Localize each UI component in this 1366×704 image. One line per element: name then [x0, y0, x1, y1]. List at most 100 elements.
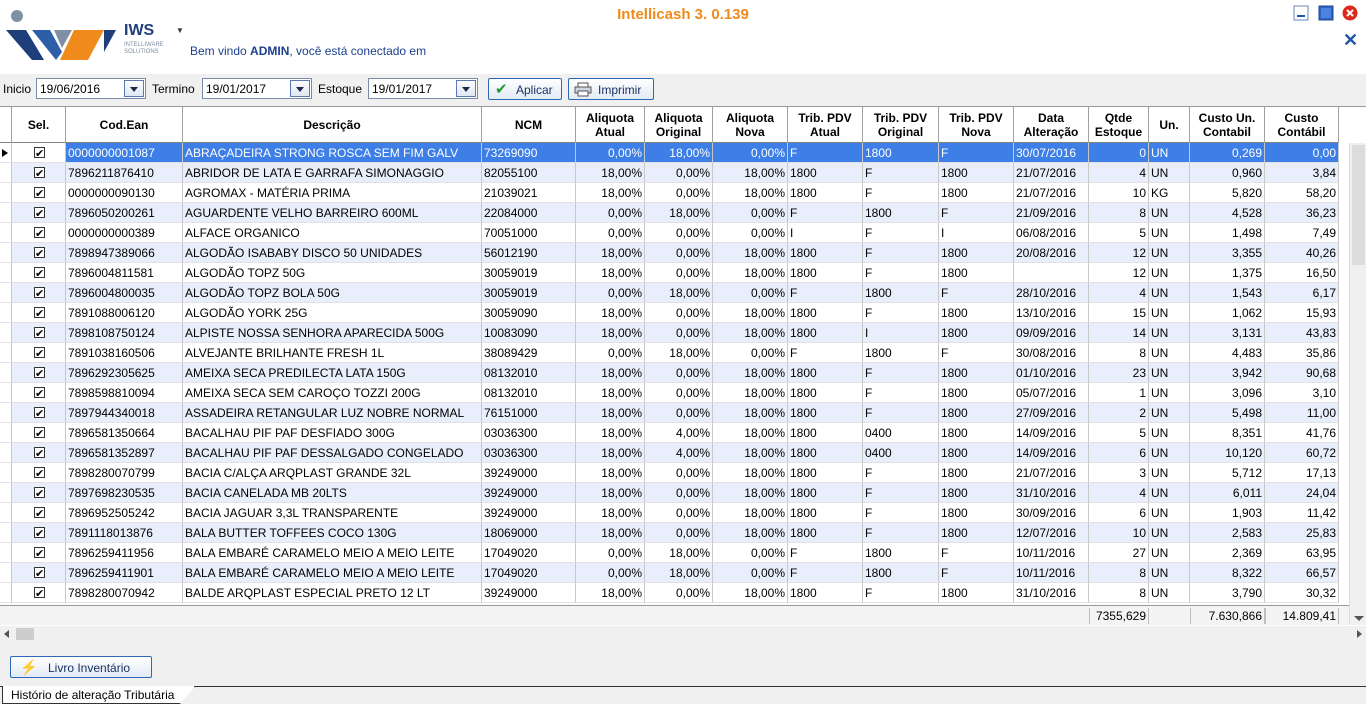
select-checkbox[interactable] [34, 284, 45, 302]
cell-qtde-estoque[interactable]: 0 [1089, 143, 1149, 163]
cell-cod-ean[interactable]: 7897944340018 [66, 403, 183, 423]
cell-trib-pdv-atual[interactable]: F [788, 283, 863, 303]
cell-custo-contabil[interactable]: 3,10 [1265, 383, 1339, 403]
cell-aliquota-original[interactable]: 0,00% [645, 183, 713, 203]
cell-trib-pdv-original[interactable]: 1800 [863, 203, 939, 223]
cell-cod-ean[interactable]: 7898947389066 [66, 243, 183, 263]
cell-descricao[interactable]: BACALHAU PIF PAF DESFIADO 300G [183, 423, 482, 443]
cell-un[interactable]: UN [1149, 523, 1190, 543]
cell-aliquota-nova[interactable]: 0,00% [713, 143, 788, 163]
cell-cod-ean[interactable]: 7896211876410 [66, 163, 183, 183]
cell-custo-un-contabil[interactable]: 8,322 [1190, 563, 1265, 583]
cell-aliquota-original[interactable]: 0,00% [645, 503, 713, 523]
cell-custo-un-contabil[interactable]: 1,062 [1190, 303, 1265, 323]
cell-custo-un-contabil[interactable]: 5,712 [1190, 463, 1265, 483]
select-checkbox[interactable] [34, 504, 45, 522]
vertical-scrollbar[interactable] [1349, 143, 1366, 625]
cell-aliquota-atual[interactable]: 18,00% [576, 363, 645, 383]
cell-aliquota-atual[interactable]: 18,00% [576, 423, 645, 443]
cell-custo-un-contabil[interactable]: 4,483 [1190, 343, 1265, 363]
cell-cod-ean[interactable]: 7891088006120 [66, 303, 183, 323]
cell-aliquota-nova[interactable]: 18,00% [713, 503, 788, 523]
cell-trib-pdv-original[interactable]: F [863, 183, 939, 203]
cell-cod-ean[interactable]: 7896050200261 [66, 203, 183, 223]
cell-un[interactable]: UN [1149, 143, 1190, 163]
cell-data-alteracao[interactable]: 28/10/2016 [1014, 283, 1089, 303]
cell-ncm[interactable]: 39249000 [482, 463, 576, 483]
cell-ncm[interactable]: 18069000 [482, 523, 576, 543]
cell-aliquota-nova[interactable]: 18,00% [713, 423, 788, 443]
cell-descricao[interactable]: BACIA CANELADA MB 20LTS [183, 483, 482, 503]
select-checkbox[interactable] [34, 204, 45, 222]
scroll-thumb[interactable] [16, 628, 34, 640]
cell-aliquota-atual[interactable]: 0,00% [576, 223, 645, 243]
cell-data-alteracao[interactable]: 10/11/2016 [1014, 543, 1089, 563]
cell-aliquota-original[interactable]: 0,00% [645, 523, 713, 543]
cell-aliquota-nova[interactable]: 18,00% [713, 443, 788, 463]
cell-custo-contabil[interactable]: 3,84 [1265, 163, 1339, 183]
cell-custo-un-contabil[interactable]: 5,820 [1190, 183, 1265, 203]
cell-cod-ean[interactable]: 7896259411901 [66, 563, 183, 583]
cell-aliquota-original[interactable]: 0,00% [645, 363, 713, 383]
cell-descricao[interactable]: BALDE ARQPLAST ESPECIAL PRETO 12 LT [183, 583, 482, 603]
cell-cod-ean[interactable]: 7896004811581 [66, 263, 183, 283]
cell-trib-pdv-atual[interactable]: 1800 [788, 483, 863, 503]
cell-cod-ean[interactable]: 7898598810094 [66, 383, 183, 403]
cell-qtde-estoque[interactable]: 2 [1089, 403, 1149, 423]
close-icon[interactable]: ✕ [1343, 30, 1359, 50]
cell-trib-pdv-nova[interactable]: I [939, 223, 1014, 243]
cell-cod-ean[interactable]: 7898280070799 [66, 463, 183, 483]
cell-custo-contabil[interactable]: 11,00 [1265, 403, 1339, 423]
cell-aliquota-original[interactable]: 0,00% [645, 163, 713, 183]
cell-trib-pdv-atual[interactable]: 1800 [788, 503, 863, 523]
column-header-qtde-estoque[interactable]: Qtde Estoque [1089, 107, 1149, 143]
column-header-aliquota-nova[interactable]: Aliquota Nova [713, 107, 788, 143]
cell-descricao[interactable]: BACIA JAGUAR 3,3L TRANSPARENTE [183, 503, 482, 523]
cell-custo-un-contabil[interactable]: 3,096 [1190, 383, 1265, 403]
cell-custo-contabil[interactable]: 24,04 [1265, 483, 1339, 503]
cell-qtde-estoque[interactable]: 6 [1089, 443, 1149, 463]
cell-trib-pdv-original[interactable]: F [863, 523, 939, 543]
scroll-left-icon[interactable] [4, 630, 9, 638]
cell-trib-pdv-atual[interactable]: F [788, 543, 863, 563]
cell-un[interactable]: UN [1149, 303, 1190, 323]
cell-aliquota-original[interactable]: 18,00% [645, 283, 713, 303]
cell-aliquota-nova[interactable]: 18,00% [713, 263, 788, 283]
cell-trib-pdv-atual[interactable]: 1800 [788, 523, 863, 543]
cell-aliquota-original[interactable]: 18,00% [645, 203, 713, 223]
cell-trib-pdv-nova[interactable]: 1800 [939, 243, 1014, 263]
cell-trib-pdv-original[interactable]: 1800 [863, 543, 939, 563]
cell-data-alteracao[interactable]: 21/07/2016 [1014, 463, 1089, 483]
cell-aliquota-nova[interactable]: 0,00% [713, 203, 788, 223]
cell-custo-un-contabil[interactable]: 0,960 [1190, 163, 1265, 183]
cell-aliquota-atual[interactable]: 0,00% [576, 343, 645, 363]
cell-aliquota-atual[interactable]: 18,00% [576, 183, 645, 203]
termino-date-field[interactable]: 19/01/2017 [202, 78, 312, 99]
cell-trib-pdv-nova[interactable]: 1800 [939, 363, 1014, 383]
cell-custo-contabil[interactable]: 11,42 [1265, 503, 1339, 523]
cell-un[interactable]: UN [1149, 283, 1190, 303]
cell-cod-ean[interactable]: 7898280070942 [66, 583, 183, 603]
cell-aliquota-original[interactable]: 18,00% [645, 543, 713, 563]
cell-aliquota-original[interactable]: 4,00% [645, 443, 713, 463]
tab-historico-alteracao[interactable]: Histório de alteração Tributária [2, 686, 196, 704]
cell-un[interactable]: UN [1149, 343, 1190, 363]
cell-data-alteracao[interactable]: 12/07/2016 [1014, 523, 1089, 543]
cell-trib-pdv-original[interactable]: F [863, 363, 939, 383]
cell-un[interactable]: UN [1149, 543, 1190, 563]
cell-ncm[interactable]: 39249000 [482, 503, 576, 523]
cell-qtde-estoque[interactable]: 4 [1089, 483, 1149, 503]
cell-trib-pdv-original[interactable]: F [863, 243, 939, 263]
cell-trib-pdv-nova[interactable]: F [939, 203, 1014, 223]
cell-custo-un-contabil[interactable]: 6,011 [1190, 483, 1265, 503]
scroll-right-icon[interactable] [1357, 630, 1362, 638]
cell-aliquota-original[interactable]: 4,00% [645, 423, 713, 443]
cell-aliquota-nova[interactable]: 18,00% [713, 163, 788, 183]
column-header-custo-contabil[interactable]: Custo Contábil [1265, 107, 1339, 143]
